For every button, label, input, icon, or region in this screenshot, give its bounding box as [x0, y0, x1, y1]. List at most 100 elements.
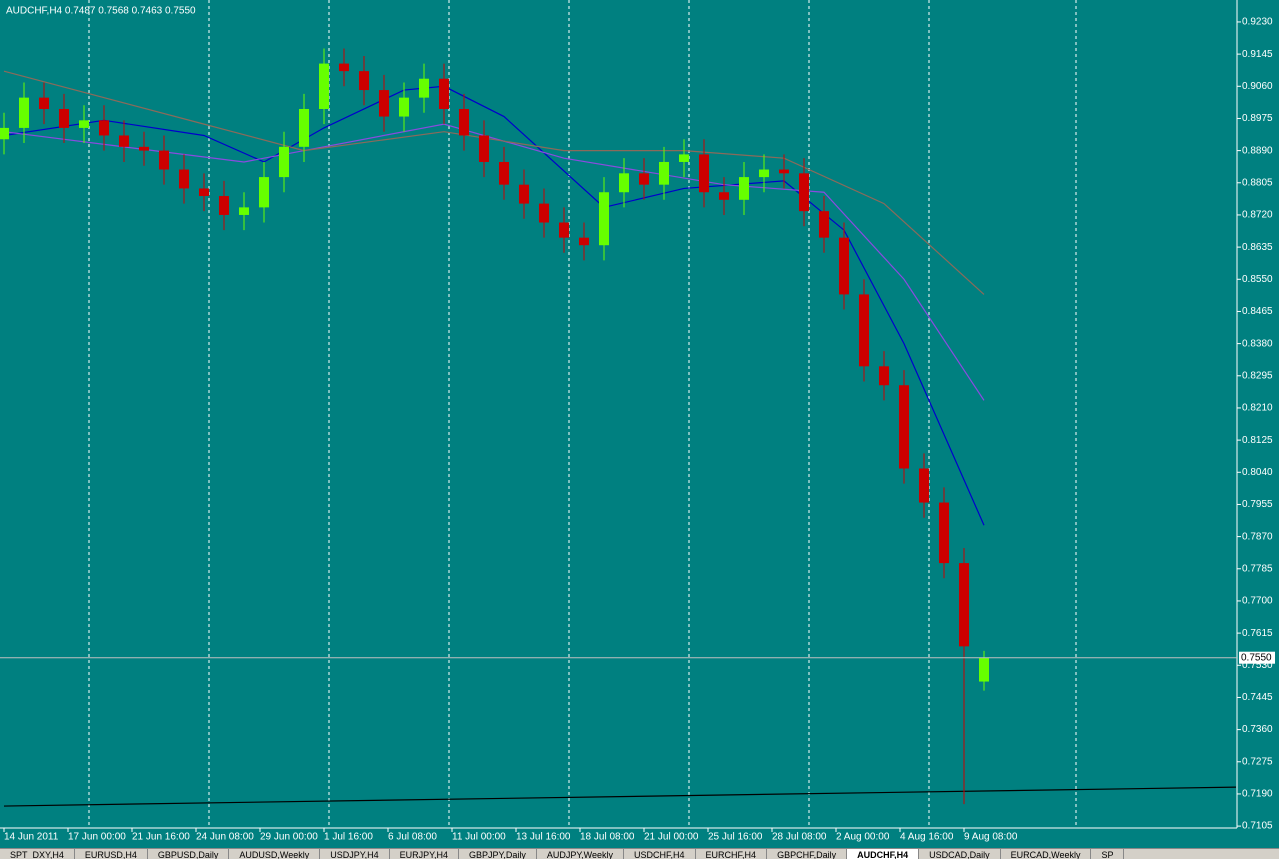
- candle-body: [719, 192, 729, 200]
- candle-body: [179, 169, 189, 189]
- chart-tab[interactable]: SP: [1091, 849, 1125, 859]
- candle-body: [139, 146, 149, 151]
- y-tick-label: 0.9230: [1242, 17, 1273, 28]
- tab-bar: SPT_DXY,H4 EURUSD,H4 GBPUSD,Daily AUDUSD,We…: [0, 848, 1279, 859]
- x-tick-label: 13 Jul 16:00: [516, 832, 571, 843]
- x-tick-label: 21 Jun 16:00: [132, 832, 190, 843]
- chart-tab[interactable]: USDJPY,H4: [320, 849, 390, 859]
- candle-body: [919, 468, 929, 503]
- candle-body: [519, 184, 529, 204]
- x-tick-label: 29 Jun 00:00: [260, 832, 318, 843]
- y-tick-label: 0.8805: [1242, 177, 1273, 188]
- candle-body: [79, 120, 89, 128]
- chart-title: AUDCHF,H4 0.7487 0.7568 0.7463 0.7550: [6, 6, 196, 17]
- candle-body: [379, 90, 389, 117]
- y-tick-label: 0.7445: [1242, 692, 1273, 703]
- candle-body: [399, 97, 409, 117]
- candle-body: [39, 97, 49, 109]
- candle-body: [159, 150, 169, 170]
- candle-body: [499, 161, 509, 185]
- x-tick-label: 4 Aug 16:00: [900, 832, 954, 843]
- candle-body: [679, 154, 689, 162]
- y-tick-label: 0.7785: [1242, 563, 1273, 574]
- chart-tab[interactable]: EURCAD,Weekly: [1001, 849, 1092, 859]
- x-tick-label: 1 Jul 16:00: [324, 832, 373, 843]
- y-tick-label: 0.8125: [1242, 435, 1273, 446]
- candle-body: [859, 294, 869, 367]
- candle-body: [99, 120, 109, 136]
- chart-tab[interactable]: AUDCHF,H4: [847, 849, 920, 859]
- chart-tab[interactable]: USDCAD,Daily: [919, 849, 1001, 859]
- y-tick-label: 0.8550: [1242, 274, 1273, 285]
- y-tick-label: 0.7615: [1242, 628, 1273, 639]
- candle-body: [219, 196, 229, 215]
- candle-body: [0, 127, 9, 140]
- chart-tab[interactable]: EURUSD,H4: [75, 849, 148, 859]
- x-tick-label: 9 Aug 08:00: [964, 832, 1018, 843]
- x-tick-label: 24 Jun 08:00: [196, 832, 254, 843]
- x-tick-label: 21 Jul 00:00: [644, 832, 699, 843]
- y-tick-label: 0.8720: [1242, 210, 1273, 221]
- candle-body: [599, 192, 609, 246]
- candle-body: [299, 108, 309, 147]
- candle-body: [979, 657, 989, 682]
- y-tick-label: 0.7955: [1242, 499, 1273, 510]
- chart-tab[interactable]: GBPUSD,Daily: [148, 849, 230, 859]
- candle-body: [799, 173, 809, 212]
- candle-body: [459, 108, 469, 136]
- candle-body: [559, 222, 569, 238]
- current-price-box: [1239, 651, 1275, 664]
- candle-body: [619, 173, 629, 193]
- y-tick-label: 0.8890: [1242, 145, 1273, 156]
- chart-tab[interactable]: EURCHF,H4: [696, 849, 768, 859]
- candle-body: [959, 563, 969, 647]
- candle-body: [539, 203, 549, 223]
- candle-body: [479, 135, 489, 162]
- chart-tab[interactable]: USDCHF,H4: [624, 849, 696, 859]
- x-tick-label: 17 Jun 00:00: [68, 832, 126, 843]
- x-tick-label: 28 Jul 08:00: [772, 832, 827, 843]
- chart-tab[interactable]: EURJPY,H4: [390, 849, 459, 859]
- indicator-line: [3, 85, 985, 526]
- candle-body: [579, 237, 589, 246]
- candle-body: [339, 63, 349, 72]
- x-tick-label: 25 Jul 16:00: [708, 832, 763, 843]
- candle-body: [879, 366, 889, 386]
- y-tick-label: 0.8295: [1242, 370, 1273, 381]
- candle-body: [639, 173, 649, 185]
- candle-body: [199, 188, 209, 197]
- candle-body: [839, 237, 849, 295]
- chart-tab[interactable]: GBPJPY,Daily: [459, 849, 537, 859]
- y-tick-label: 0.7360: [1242, 724, 1273, 735]
- chart-tab[interactable]: SPT_DXY,H4: [0, 849, 75, 859]
- candle-body: [239, 207, 249, 215]
- candle-body: [899, 385, 909, 469]
- candle-body: [819, 211, 829, 238]
- candle-body: [739, 177, 749, 200]
- y-tick-label: 0.8635: [1242, 242, 1273, 253]
- y-tick-label: 0.7275: [1242, 756, 1273, 767]
- candle-body: [119, 135, 129, 147]
- x-tick-label: 6 Jul 08:00: [388, 832, 437, 843]
- candle-body: [779, 169, 789, 174]
- x-tick-label: 2 Aug 00:00: [836, 832, 890, 843]
- chart-tab[interactable]: AUDUSD,Weekly: [229, 849, 321, 859]
- candle-body: [419, 78, 429, 98]
- y-tick-label: 0.9145: [1242, 49, 1273, 60]
- y-tick-label: 0.7870: [1242, 531, 1273, 542]
- chart-tab[interactable]: AUDJPY,Weekly: [537, 849, 625, 859]
- candle-body: [759, 169, 769, 178]
- y-tick-label: 0.7530: [1242, 660, 1273, 671]
- candle-body: [439, 78, 449, 109]
- candle-body: [279, 146, 289, 178]
- y-tick-label: 0.7105: [1242, 821, 1273, 832]
- y-tick-label: 0.8380: [1242, 338, 1273, 349]
- y-tick-label: 0.7700: [1242, 596, 1273, 607]
- indicator-line: [3, 786, 1237, 807]
- candle-body: [659, 161, 669, 185]
- chart-tab[interactable]: GBPCHF,Daily: [767, 849, 848, 859]
- x-tick-label: 18 Jul 08:00: [580, 832, 635, 843]
